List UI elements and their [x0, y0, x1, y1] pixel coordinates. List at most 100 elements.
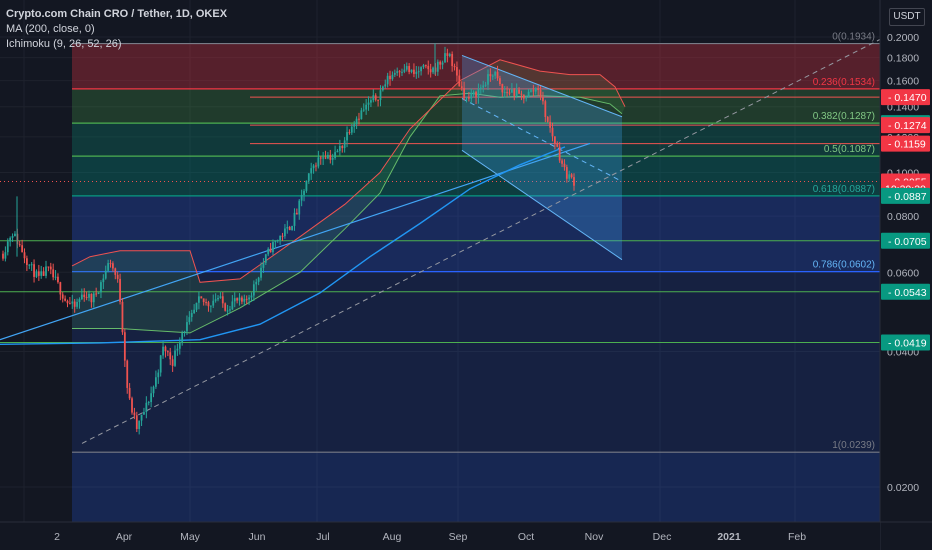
- price-tag: [881, 283, 930, 300]
- candle-body: [166, 351, 169, 353]
- time-tick-label: May: [180, 531, 201, 543]
- candle-body: [327, 154, 329, 159]
- candle-body: [14, 233, 16, 237]
- price-tag: [881, 117, 930, 134]
- candle-body: [525, 97, 528, 99]
- candle-body: [90, 293, 93, 303]
- candle-body: [229, 309, 231, 311]
- candle-body: [85, 297, 88, 299]
- price-tag: [881, 187, 930, 204]
- indicator-ma-label[interactable]: MA (200, close, 0): [6, 23, 95, 35]
- candle-body: [408, 66, 411, 72]
- candle-body: [513, 89, 516, 97]
- candle-body: [405, 66, 408, 70]
- candle-body: [346, 132, 348, 141]
- chart-title: Crypto.com Chain CRO / Tether, 1D, OKEX: [6, 8, 228, 20]
- candle-body: [140, 414, 143, 421]
- candle-body: [59, 282, 62, 295]
- indicator-ichimoku-label[interactable]: Ichimoku (9, 26, 52, 26): [6, 38, 122, 50]
- candle-body: [558, 146, 561, 161]
- candle-body: [403, 69, 406, 72]
- candle-body: [475, 91, 477, 98]
- candle-body: [45, 266, 47, 276]
- time-tick-label: Aug: [383, 531, 402, 543]
- candle-body: [534, 88, 537, 92]
- fib-level-label: 0.618(0.0887): [813, 184, 875, 195]
- candle-body: [553, 136, 556, 144]
- candle-body: [186, 322, 188, 332]
- candle-body: [544, 101, 547, 118]
- candle-body: [551, 127, 554, 137]
- candle-body: [291, 225, 293, 231]
- candle-body: [169, 352, 172, 360]
- candle-body: [11, 236, 14, 238]
- candle-body: [508, 92, 511, 94]
- candle-body: [236, 298, 239, 301]
- candle-body: [355, 118, 358, 125]
- support-trendline: [0, 142, 591, 341]
- candle-body: [381, 86, 384, 91]
- candle-body: [424, 65, 427, 67]
- fib-level-label: 0.236(0.1534): [813, 77, 875, 88]
- candle-body: [499, 78, 501, 85]
- price-axis: 0.20000.18000.16000.14000.12000.10000.08…: [879, 0, 932, 550]
- candle-body: [274, 240, 277, 243]
- candle-body: [491, 75, 494, 77]
- candle-body: [92, 293, 95, 303]
- candle-body: [451, 54, 454, 67]
- candle-body: [18, 244, 21, 246]
- candle-body: [393, 72, 396, 75]
- time-tick-label: 2021: [717, 531, 741, 543]
- trend-lines: [0, 28, 901, 444]
- candle-body: [365, 104, 368, 110]
- channel-mid-line: [461, 98, 623, 182]
- fib-zone: [72, 123, 880, 157]
- candle-body: [181, 333, 184, 343]
- candle-body: [226, 310, 229, 312]
- time-axis-bg: [0, 522, 880, 550]
- candle-body: [37, 271, 40, 276]
- candle-body: [71, 301, 74, 304]
- candle-body: [286, 227, 289, 229]
- candle-body: [510, 89, 513, 93]
- ichimoku-cloud: [71, 59, 626, 334]
- price-tag-label: - 0.1470: [888, 92, 927, 104]
- candle-body: [30, 264, 33, 266]
- candle-body: [68, 303, 71, 305]
- candle-body: [401, 71, 403, 73]
- price-tag: [881, 334, 930, 351]
- candle-body: [295, 212, 298, 215]
- candle-body: [336, 150, 339, 153]
- time-axis: 2 Apr May Jun Jul Aug Sep Oct Nov Dec 2021 Feb: [0, 521, 932, 550]
- candle-body: [178, 342, 181, 349]
- currency-button[interactable]: USDT: [889, 8, 925, 26]
- candle-body: [76, 301, 78, 307]
- candle-body: [241, 297, 243, 302]
- candle-body: [272, 242, 274, 253]
- candle-body: [315, 165, 317, 167]
- candle-body: [317, 157, 320, 167]
- candle-body: [138, 420, 141, 429]
- candle-body: [463, 87, 466, 99]
- candle-body: [176, 348, 179, 351]
- candle-body: [78, 299, 81, 302]
- candle-body: [35, 271, 38, 277]
- candle-body: [303, 190, 305, 195]
- candle-body: [42, 271, 45, 276]
- price-tag-label: - 0.1274: [888, 120, 927, 132]
- candle-body: [73, 301, 76, 307]
- candle-body: [195, 302, 198, 310]
- candle-body: [231, 301, 234, 310]
- candle-body: [276, 240, 279, 242]
- candle-body: [305, 180, 308, 191]
- candle-body: [444, 53, 446, 63]
- candle-body: [436, 61, 439, 72]
- candle-body: [126, 360, 129, 388]
- candle-body: [487, 74, 489, 85]
- time-tick-label: 2: [54, 531, 60, 543]
- candle-body: [9, 237, 12, 242]
- fib-zone-below: [72, 452, 880, 522]
- candle-body: [515, 89, 518, 97]
- candle-body: [518, 89, 520, 94]
